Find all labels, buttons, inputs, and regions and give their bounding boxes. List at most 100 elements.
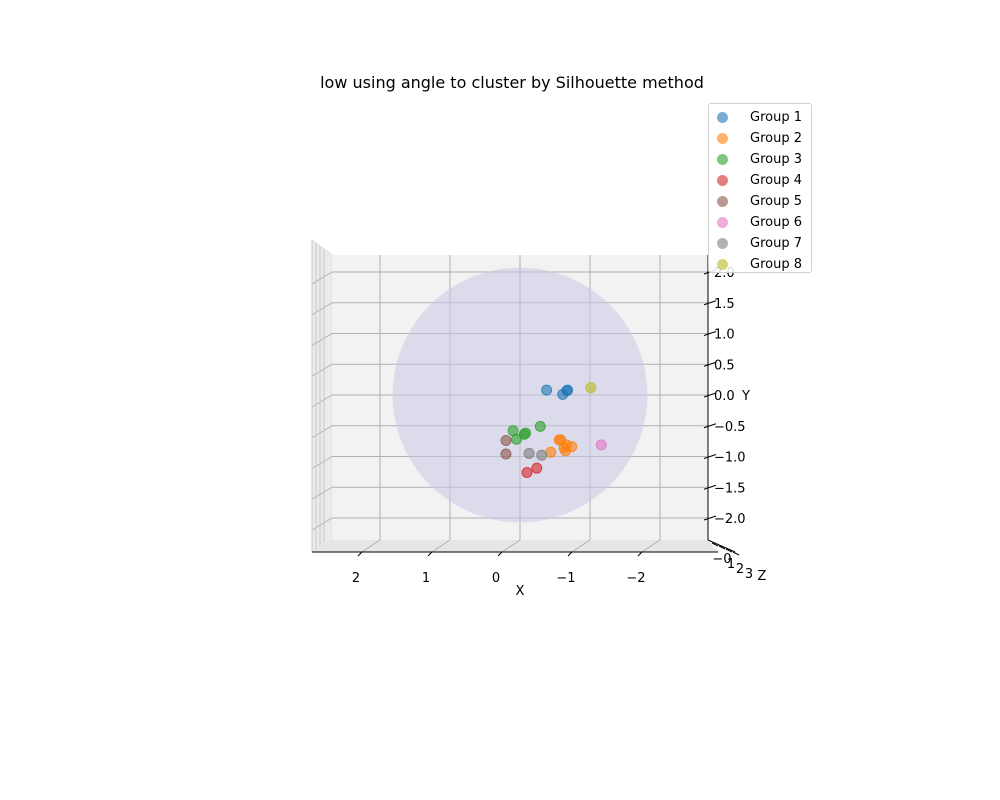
left-pane: [311, 239, 333, 553]
y-tick-label: 1.5: [714, 297, 735, 312]
scatter-point-group-7: [536, 449, 548, 461]
legend-item: Group 7: [717, 233, 802, 254]
legend-label: Group 3: [750, 152, 802, 167]
z-tick-label: −0: [712, 552, 731, 567]
scatter-point-group-7: [523, 447, 535, 459]
depth-grid-line: [311, 271, 333, 285]
y-tick-mark: [703, 423, 717, 429]
scatter-point-group-1: [561, 385, 573, 397]
z-tick-label: 3: [745, 567, 753, 582]
scatter-point-group-5: [500, 435, 512, 447]
y-axis-label: Y: [741, 389, 750, 404]
depth-grid-line: [311, 425, 333, 439]
scatter-point-group-4: [531, 462, 543, 474]
y-tick-label: 1.0: [714, 328, 735, 343]
floor-pane: [312, 540, 718, 552]
scatter-point-group-1: [541, 384, 553, 396]
y-tick-label: −1.5: [714, 481, 746, 496]
y-tick-label: −2.0: [714, 512, 746, 527]
legend-label: Group 5: [750, 194, 802, 209]
legend-swatch: [717, 112, 728, 123]
legend-swatch: [717, 133, 728, 144]
legend-label: Group 6: [750, 215, 802, 230]
legend-label: Group 4: [750, 173, 802, 188]
legend-item: Group 8: [717, 254, 802, 275]
scatter-point-group-3: [534, 420, 546, 432]
y-tick-label: 0.5: [714, 358, 735, 373]
z-axis-label: Z: [758, 569, 767, 584]
legend-item: Group 5: [717, 191, 802, 212]
z-tick-mark: [732, 551, 740, 556]
y-tick-mark: [703, 515, 717, 521]
z-axis-line: [707, 539, 736, 553]
legend-label: Group 7: [750, 236, 802, 251]
scatter-point-group-8: [585, 382, 597, 394]
chart-title: low using angle to cluster by Silhouette…: [320, 73, 704, 92]
x-tick-mark: [637, 551, 643, 557]
depth-grid-line: [431, 539, 451, 553]
scatter-point-group-6: [595, 439, 607, 451]
legend-item: Group 3: [717, 149, 802, 170]
depth-grid-line: [311, 517, 333, 531]
legend-swatch: [717, 217, 728, 228]
depth-grid-line: [641, 539, 661, 553]
x-tick-mark: [357, 551, 363, 557]
legend-label: Group 2: [750, 131, 802, 146]
scatter-point-group-2: [560, 439, 572, 451]
depth-grid-line: [311, 333, 333, 346]
z-tick-mark: [718, 545, 726, 550]
x-tick-label: −2: [626, 571, 645, 586]
depth-grid-line: [571, 539, 591, 553]
y-tick-mark: [703, 331, 717, 336]
legend-item: Group 1: [717, 107, 802, 128]
scatter-point-group-5: [500, 448, 512, 460]
scatter-points: [500, 382, 607, 478]
z-tick-mark: [725, 548, 733, 553]
x-tick-label: −1: [556, 571, 575, 586]
y-tick-label: 0.0: [714, 389, 735, 404]
x-tick-mark: [427, 551, 433, 557]
legend-swatch: [717, 238, 728, 249]
z-ticks: −01 2 3: [711, 542, 753, 582]
x-tick-mark: [497, 551, 503, 557]
z-tick-mark: [711, 542, 719, 547]
z-tick-label: 1: [727, 557, 735, 572]
y-tick-mark: [703, 392, 717, 398]
legend-item: Group 6: [717, 212, 802, 233]
x-tick-label: 2: [352, 571, 360, 586]
legend-label: Group 8: [750, 257, 802, 272]
y-tick-mark: [703, 361, 717, 367]
legend-swatch: [717, 154, 728, 165]
y-tick-mark: [703, 454, 717, 459]
legend-item: Group 2: [717, 128, 802, 149]
scatter-point-group-2: [545, 446, 557, 458]
scatter-point-group-4: [521, 466, 533, 478]
legend: Group 1 Group 2 Group 3 Group 4 Group 5 Group…: [708, 103, 812, 273]
x-tick-label: 1: [422, 571, 430, 586]
legend-swatch: [717, 196, 728, 207]
legend-label: Group 1: [750, 110, 802, 125]
depth-lines: [311, 240, 661, 553]
depth-grid-line: [311, 394, 333, 408]
y-tick-label: −0.5: [714, 420, 746, 435]
y-tick-mark: [703, 484, 717, 490]
x-tick-label: 0: [492, 571, 500, 586]
depth-grid-line: [361, 539, 381, 553]
depth-grid-line: [311, 302, 333, 316]
depth-grid-line: [501, 539, 521, 553]
x-axis-label: X: [516, 584, 525, 599]
depth-grid-line: [311, 363, 333, 377]
x-ticks: 2 1 0 −1 −2: [352, 551, 646, 586]
z-tick-label: 2: [736, 562, 744, 577]
y-tick-label: −1.0: [714, 451, 746, 466]
y-ticks: 2.01.51.00.50.0−0.5−1.0−1.5−2.0: [703, 266, 746, 527]
scatter-point-group-3: [511, 433, 522, 445]
depth-grid-line: [311, 456, 333, 469]
legend-item: Group 4: [717, 170, 802, 191]
x-tick-mark: [567, 551, 573, 557]
scatter-point-group-3: [520, 427, 532, 439]
legend-swatch: [717, 175, 728, 186]
sphere-surface: [392, 267, 648, 523]
legend-swatch: [717, 259, 728, 270]
